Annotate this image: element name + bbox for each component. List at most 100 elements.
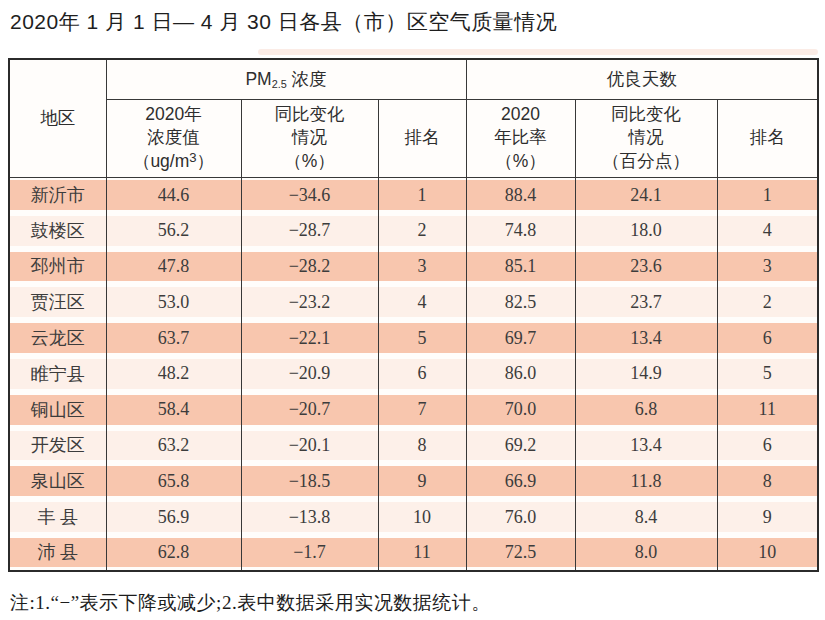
cell-rate-change: 18.0	[575, 213, 717, 249]
pm-value-sup3: 3	[189, 150, 196, 165]
header-region: 地区	[9, 59, 106, 177]
cell-pm-rank: 11	[378, 535, 466, 571]
cell-pm-change: −23.2	[241, 284, 378, 320]
cell-pm-value: 56.9	[106, 499, 241, 535]
cell-rate-change: 24.1	[575, 177, 717, 213]
table-row: 泉山区65.8−18.5966.911.88	[9, 463, 818, 499]
cell-region: 邳州市	[9, 249, 106, 285]
header-pm-change: 同比变化 情况 （%）	[241, 99, 378, 177]
cell-rate-rank: 3	[717, 249, 818, 285]
cell-rate-rank: 8	[717, 463, 818, 499]
cell-rate-change: 11.8	[575, 463, 717, 499]
cell-pm-rank: 9	[378, 463, 466, 499]
table-row: 云龙区63.7−22.1569.713.46	[9, 320, 818, 356]
cell-rate: 66.9	[466, 463, 575, 499]
cell-rate-change: 23.7	[575, 284, 717, 320]
cell-pm-value: 65.8	[106, 463, 241, 499]
table-row: 丰 县56.9−13.81076.08.49	[9, 499, 818, 535]
pm-label-suffix: 浓度	[287, 69, 327, 89]
pm-value-line2: 浓度值	[147, 127, 200, 147]
cell-region: 铜山区	[9, 392, 106, 428]
cell-rate-rank: 5	[717, 356, 818, 392]
cell-pm-rank: 3	[378, 249, 466, 285]
cell-rate-change: 14.9	[575, 356, 717, 392]
cell-region: 鼓楼区	[9, 213, 106, 249]
cell-pm-value: 48.2	[106, 356, 241, 392]
table-row: 贾汪区53.0−23.2482.523.72	[9, 284, 818, 320]
cell-region: 丰 县	[9, 499, 106, 535]
cell-rate-rank: 10	[717, 535, 818, 571]
table-row: 新沂市44.6−34.6188.424.11	[9, 177, 818, 213]
cell-region: 睢宁县	[9, 356, 106, 392]
cell-rate-rank: 11	[717, 392, 818, 428]
cell-pm-rank: 10	[378, 499, 466, 535]
air-quality-table: 地区 PM2.5 浓度 优良天数 2020年浓度值（ug/m3） 同比变化 情况…	[8, 58, 819, 572]
cell-rate: 86.0	[466, 356, 575, 392]
cell-rate-rank: 6	[717, 428, 818, 464]
cell-pm-value: 53.0	[106, 284, 241, 320]
header-good-days-group: 优良天数	[466, 59, 818, 99]
cell-pm-rank: 4	[378, 284, 466, 320]
cell-pm-rank: 2	[378, 213, 466, 249]
table-body: 新沂市44.6−34.6188.424.11鼓楼区56.2−28.7274.81…	[9, 177, 818, 571]
cell-pm-value: 58.4	[106, 392, 241, 428]
cell-rate-change: 13.4	[575, 320, 717, 356]
table-row: 铜山区58.4−20.7770.06.811	[9, 392, 818, 428]
cell-rate-change: 6.8	[575, 392, 717, 428]
pm-value-line1: 2020年	[145, 104, 201, 124]
cell-region: 云龙区	[9, 320, 106, 356]
cell-rate: 70.0	[466, 392, 575, 428]
cell-rate: 85.1	[466, 249, 575, 285]
cell-rate-rank: 9	[717, 499, 818, 535]
cell-pm-rank: 8	[378, 428, 466, 464]
pm-label-subscript: 2.5	[272, 77, 287, 89]
cell-rate-change: 23.6	[575, 249, 717, 285]
cell-rate: 72.5	[466, 535, 575, 571]
cell-pm-change: −28.2	[241, 249, 378, 285]
page: 2020年 1 月 1 日— 4 月 30 日各县（市）区空气质量情况 地区 P…	[0, 0, 825, 620]
cell-pm-change: −1.7	[241, 535, 378, 571]
header-rate-value: 2020 年比率 （%）	[466, 99, 575, 177]
table-row: 沛 县62.8−1.71172.58.010	[9, 535, 818, 571]
cell-pm-change: −20.7	[241, 392, 378, 428]
header-pm25-group: PM2.5 浓度	[106, 59, 466, 99]
header-rate-change: 同比变化 情况 （百分点）	[575, 99, 717, 177]
header-sub-row: 2020年浓度值（ug/m3） 同比变化 情况 （%） 排名 2020 年比率 …	[9, 99, 818, 177]
cell-rate-change: 8.4	[575, 499, 717, 535]
table-row: 鼓楼区56.2−28.7274.818.04	[9, 213, 818, 249]
table-row: 开发区63.2−20.1869.213.46	[9, 428, 818, 464]
pm-label-prefix: PM	[245, 69, 271, 89]
header-group-row: 地区 PM2.5 浓度 优良天数	[9, 59, 818, 99]
cell-pm-change: −18.5	[241, 463, 378, 499]
header-pm-rank: 排名	[378, 99, 466, 177]
cell-rate-rank: 4	[717, 213, 818, 249]
cell-region: 开发区	[9, 428, 106, 464]
cell-rate-rank: 6	[717, 320, 818, 356]
cell-pm-rank: 6	[378, 356, 466, 392]
cell-pm-value: 62.8	[106, 535, 241, 571]
cell-rate-change: 8.0	[575, 535, 717, 571]
pm-value-line3-close: ）	[197, 151, 215, 171]
cell-rate-change: 13.4	[575, 428, 717, 464]
cell-rate-rank: 2	[717, 284, 818, 320]
cell-rate-rank: 1	[717, 177, 818, 213]
table-row: 睢宁县48.2−20.9686.014.95	[9, 356, 818, 392]
table-row: 邳州市47.8−28.2385.123.63	[9, 249, 818, 285]
cell-rate: 74.8	[466, 213, 575, 249]
page-title: 2020年 1 月 1 日— 4 月 30 日各县（市）区空气质量情况	[10, 8, 557, 36]
cell-region: 贾汪区	[9, 284, 106, 320]
cell-region: 新沂市	[9, 177, 106, 213]
cell-pm-change: −13.8	[241, 499, 378, 535]
header-rate-rank: 排名	[717, 99, 818, 177]
cell-region: 沛 县	[9, 535, 106, 571]
cell-pm-value: 44.6	[106, 177, 241, 213]
cell-rate: 69.7	[466, 320, 575, 356]
cell-pm-value: 63.7	[106, 320, 241, 356]
cell-pm-rank: 1	[378, 177, 466, 213]
cell-rate: 88.4	[466, 177, 575, 213]
cell-rate: 76.0	[466, 499, 575, 535]
cell-pm-change: −28.7	[241, 213, 378, 249]
cell-pm-change: −34.6	[241, 177, 378, 213]
cell-pm-value: 63.2	[106, 428, 241, 464]
cell-rate: 82.5	[466, 284, 575, 320]
